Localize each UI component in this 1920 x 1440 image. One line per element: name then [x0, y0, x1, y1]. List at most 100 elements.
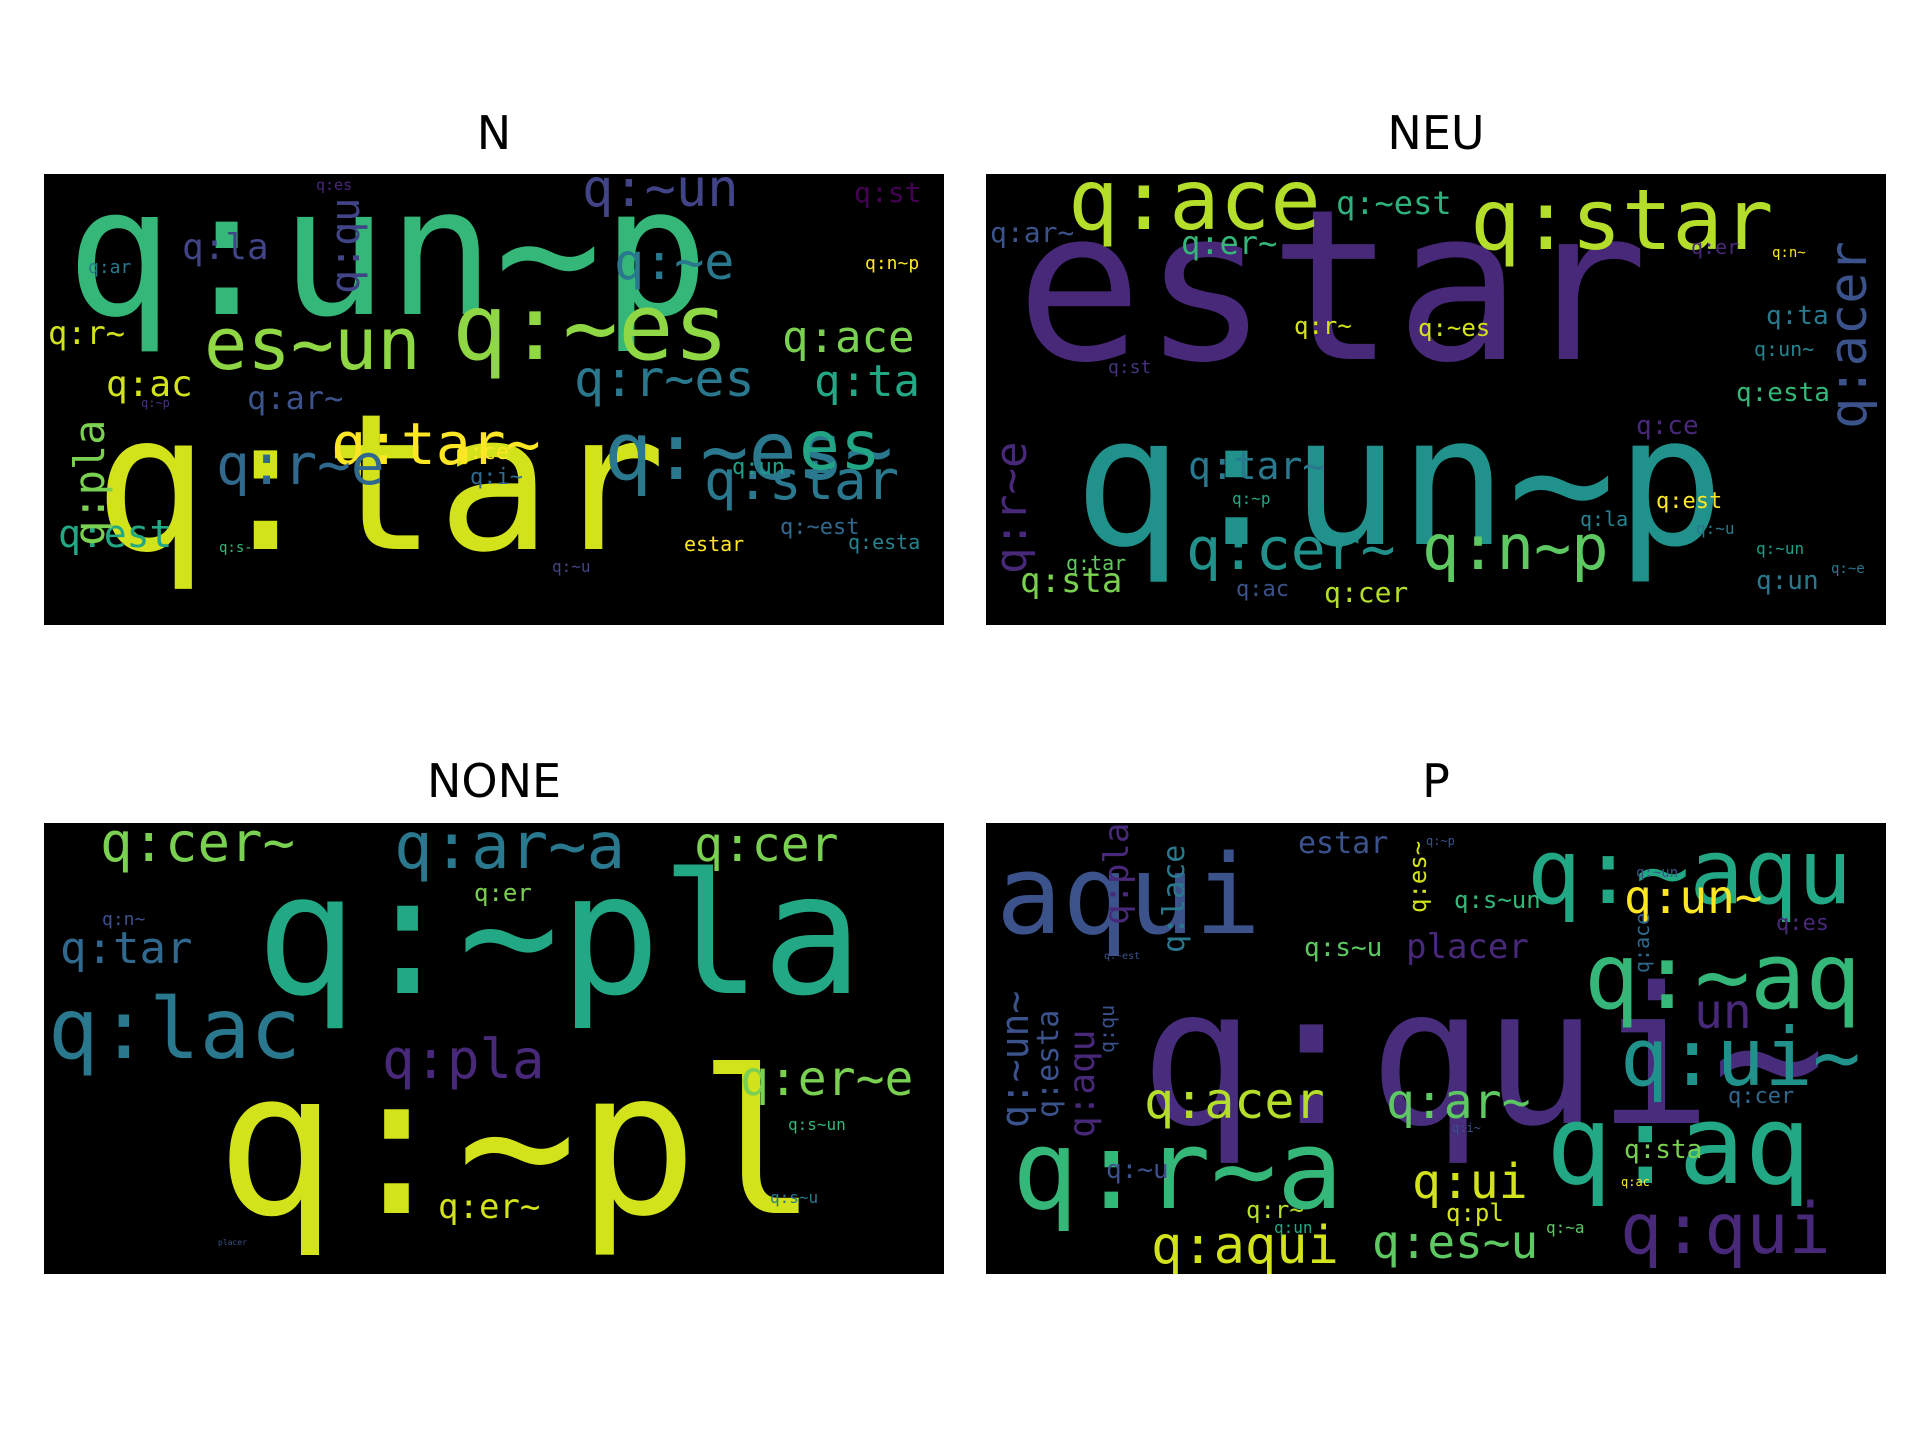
cloud-word: q:s~u — [770, 1188, 818, 1207]
cloud-word: estar — [1298, 826, 1388, 861]
cloud-word: q:cer — [1324, 576, 1408, 609]
cloud-word: q:un — [1756, 566, 1819, 596]
cloud-word: q:est — [1656, 489, 1722, 514]
cloud-word: placer — [218, 1238, 247, 1247]
cloud-word: q:ac — [1621, 1175, 1650, 1189]
cloud-word: q:s~un — [788, 1115, 846, 1134]
cloud-word: q:~aqu — [1527, 823, 1852, 925]
cloud-word: q:r~ — [1294, 312, 1352, 340]
cloud-word: q:n~ — [1772, 245, 1806, 261]
cloud-word: q:tar~ — [1188, 444, 1325, 488]
cloud-word: q:esta — [1031, 1010, 1066, 1118]
cloud-word: q:~pl — [216, 1028, 818, 1261]
cloud-word: q:aq — [1546, 1081, 1811, 1209]
cloud-word: q:n~p — [865, 253, 919, 274]
cloud-word: q:la — [1580, 507, 1628, 531]
cloud-word: q:un~ — [1754, 337, 1814, 361]
cloud-word: q:ta — [814, 356, 920, 407]
cloud-word: q:lace — [1157, 845, 1192, 953]
cloud-word: q:st — [1108, 357, 1151, 378]
cloud-word: q:s~un — [1454, 886, 1541, 914]
cloud-word: q:ar~a — [394, 823, 625, 884]
cloud-word: es — [799, 407, 881, 486]
cloud-word: q:er — [1691, 235, 1739, 259]
cloud-word: q:r~e — [986, 442, 1037, 574]
cloud-word: q:ce — [1636, 411, 1699, 441]
cloud-word: q:r~e — [216, 433, 385, 498]
cloud-word: q:ta — [1766, 301, 1829, 331]
word-cloud-n: q:un~p q:tar q:~es es~un q:~es~ q:~un q:~e q:r~… — [44, 174, 944, 625]
cloud-word: q:~p — [1426, 834, 1455, 848]
cloud-word: q:un~p — [66, 174, 709, 356]
cloud-word: q:~e — [1831, 561, 1865, 577]
cloud-word: un — [1694, 984, 1752, 1040]
cloud-word: q:ac — [1236, 577, 1289, 602]
cloud-word: q:plac — [1097, 823, 1137, 925]
cloud-word: q:i~ — [470, 465, 523, 490]
cloud-word: q:~un — [1756, 539, 1804, 558]
cloud-word: q:~es~ — [604, 405, 893, 498]
cloud-word: q:~p — [141, 396, 170, 410]
cloud-word: q:n~p — [1422, 511, 1609, 584]
cloud-word: q:es — [316, 176, 352, 194]
cloud-word: q:~est — [780, 515, 859, 540]
cloud-word: q:esta — [1736, 378, 1830, 408]
cloud-word: q:~es — [452, 274, 729, 381]
cloud-word: q:~es — [1418, 314, 1490, 342]
cloud-word: q:ace — [782, 312, 914, 363]
cloud-word: q:~a — [1546, 1218, 1585, 1237]
cloud-word: q:pla — [382, 1028, 545, 1091]
cloud-word: q:un~ — [1624, 870, 1762, 924]
cloud-word: q:cer — [1728, 1084, 1794, 1109]
cloud-word: q:pl — [1446, 1199, 1504, 1227]
cloud-word: q:~pla — [256, 837, 863, 1033]
panel-title-neu: NEU — [1387, 106, 1485, 160]
cloud-word: placer — [1406, 927, 1529, 967]
cloud-word: q:esta — [848, 530, 920, 554]
cloud-word: q:acer — [1144, 1072, 1325, 1130]
cloud-word: q:ar — [88, 257, 132, 278]
cloud-word: q:ce — [456, 440, 509, 465]
cloud-word: q:er~ — [1181, 224, 1277, 262]
cloud-word: q:st — [854, 176, 921, 209]
cloud-word: q:sta — [1020, 561, 1122, 601]
cloud-word: q:n~ — [102, 909, 146, 930]
cloud-word: q:est — [58, 512, 172, 556]
cloud-word: q:qu — [1095, 1005, 1119, 1053]
cloud-word: q:pla — [65, 420, 114, 546]
cloud-word: q:es — [1776, 911, 1829, 936]
cloud-word: estar — [1016, 174, 1648, 409]
cloud-word: q:~un — [1636, 865, 1678, 881]
cloud-word: q:star — [704, 449, 899, 512]
cloud-word: q:ui — [1412, 1154, 1528, 1210]
cloud-word: q:r~a — [1012, 1106, 1343, 1234]
cloud-word: es~un — [204, 302, 421, 386]
cloud-word: q:~un~ — [993, 991, 1037, 1128]
cloud-word: q:un — [732, 455, 785, 480]
cloud-word: q:~aq — [1584, 923, 1861, 1030]
panel-title-none: NONE — [426, 754, 562, 808]
cloud-word: aqui — [996, 831, 1261, 959]
cloud-word: q:ace — [1630, 913, 1654, 973]
cloud-word: q:es~u — [1372, 1215, 1538, 1269]
cloud-word: q:ar~ — [247, 379, 343, 417]
cloud-word: q:~est — [1104, 951, 1140, 962]
cloud-word: q:~un — [582, 174, 739, 219]
cloud-word: q:aqui — [1151, 1216, 1339, 1274]
cloud-word: q:tar — [94, 373, 666, 594]
panel-title-n: N — [476, 106, 512, 160]
word-cloud-none: q:~pla q:~pl q:cer~ q:ar~a q:cer q:lac q:pla q:… — [44, 823, 944, 1274]
cloud-word: q:star — [1470, 174, 1773, 269]
cloud-word: q:ac — [106, 364, 193, 405]
cloud-word: q:qui — [1620, 1188, 1831, 1270]
cloud-word: q:la — [182, 227, 269, 268]
cloud-word: q:un — [1274, 1218, 1313, 1237]
cloud-word: q:tar — [60, 923, 192, 974]
cloud-word: q:un~p — [1074, 378, 1724, 587]
cloud-word: q:~u — [1696, 519, 1735, 538]
cloud-word: q:aqu — [1062, 1030, 1103, 1138]
